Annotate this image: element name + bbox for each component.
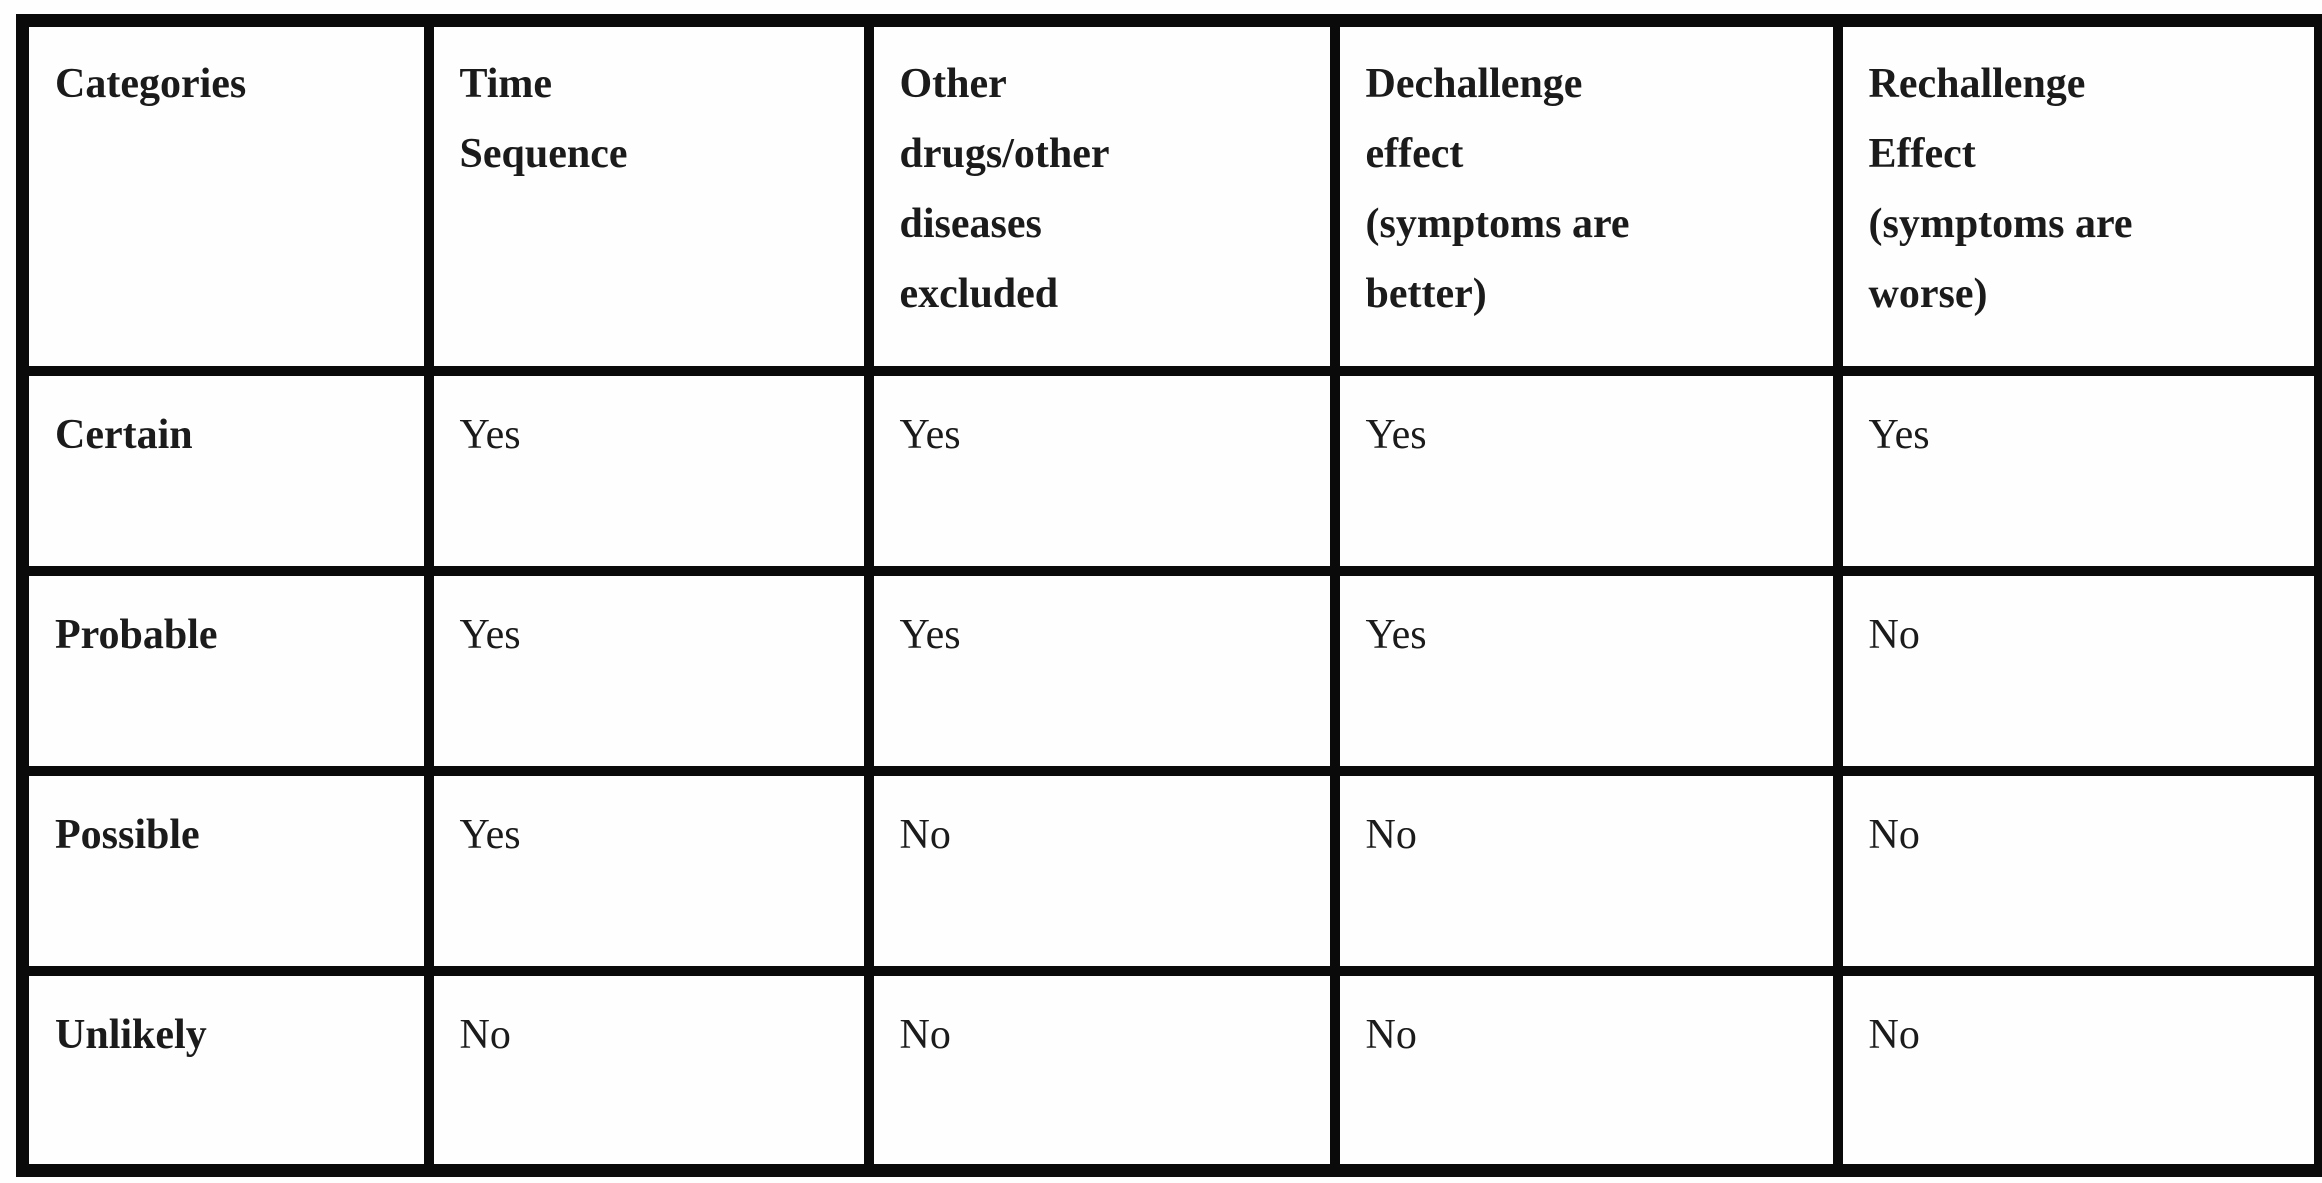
cell-probable-dechallenge: Yes (1329, 565, 1843, 776)
header-cell-dechallenge-effect: Dechallenge effect (symptoms are better) (1329, 15, 1843, 376)
cell-unlikely-rechallenge: No (1832, 965, 2322, 1176)
cell-possible-rechallenge: No (1832, 765, 2322, 976)
table-row-unlikely: Unlikely No No No No (17, 965, 2322, 1176)
cell-probable-rechallenge: No (1832, 565, 2322, 776)
header-row: Categories Time Sequence Other drugs/oth… (17, 15, 2322, 376)
cell-certain-rechallenge: Yes (1832, 365, 2322, 576)
cell-certain-time-sequence: Yes (423, 365, 874, 576)
row-label-unlikely: Unlikely (17, 965, 434, 1176)
table-row-probable: Probable Yes Yes Yes No (17, 565, 2322, 776)
header-cell-time-sequence: Time Sequence (423, 15, 874, 376)
header-cell-categories: Categories (17, 15, 434, 376)
table-row-possible: Possible Yes No No No (17, 765, 2322, 976)
cell-possible-other-drugs: No (863, 765, 1340, 976)
cell-unlikely-dechallenge: No (1329, 965, 1843, 1176)
cell-probable-time-sequence: Yes (423, 565, 874, 776)
header-cell-rechallenge-effect: Rechallenge Effect (symptoms are worse) (1832, 15, 2322, 376)
causality-table: Categories Time Sequence Other drugs/oth… (16, 14, 2322, 1177)
row-label-possible: Possible (17, 765, 434, 976)
cell-unlikely-other-drugs: No (863, 965, 1340, 1176)
cell-possible-dechallenge: No (1329, 765, 1843, 976)
cell-certain-other-drugs: Yes (863, 365, 1340, 576)
cell-probable-other-drugs: Yes (863, 565, 1340, 776)
cell-unlikely-time-sequence: No (423, 965, 874, 1176)
row-label-certain: Certain (17, 365, 434, 576)
table-row-certain: Certain Yes Yes Yes Yes (17, 365, 2322, 576)
header-cell-other-drugs-excluded: Other drugs/other diseases excluded (863, 15, 1340, 376)
cell-possible-time-sequence: Yes (423, 765, 874, 976)
row-label-probable: Probable (17, 565, 434, 776)
cell-certain-dechallenge: Yes (1329, 365, 1843, 576)
